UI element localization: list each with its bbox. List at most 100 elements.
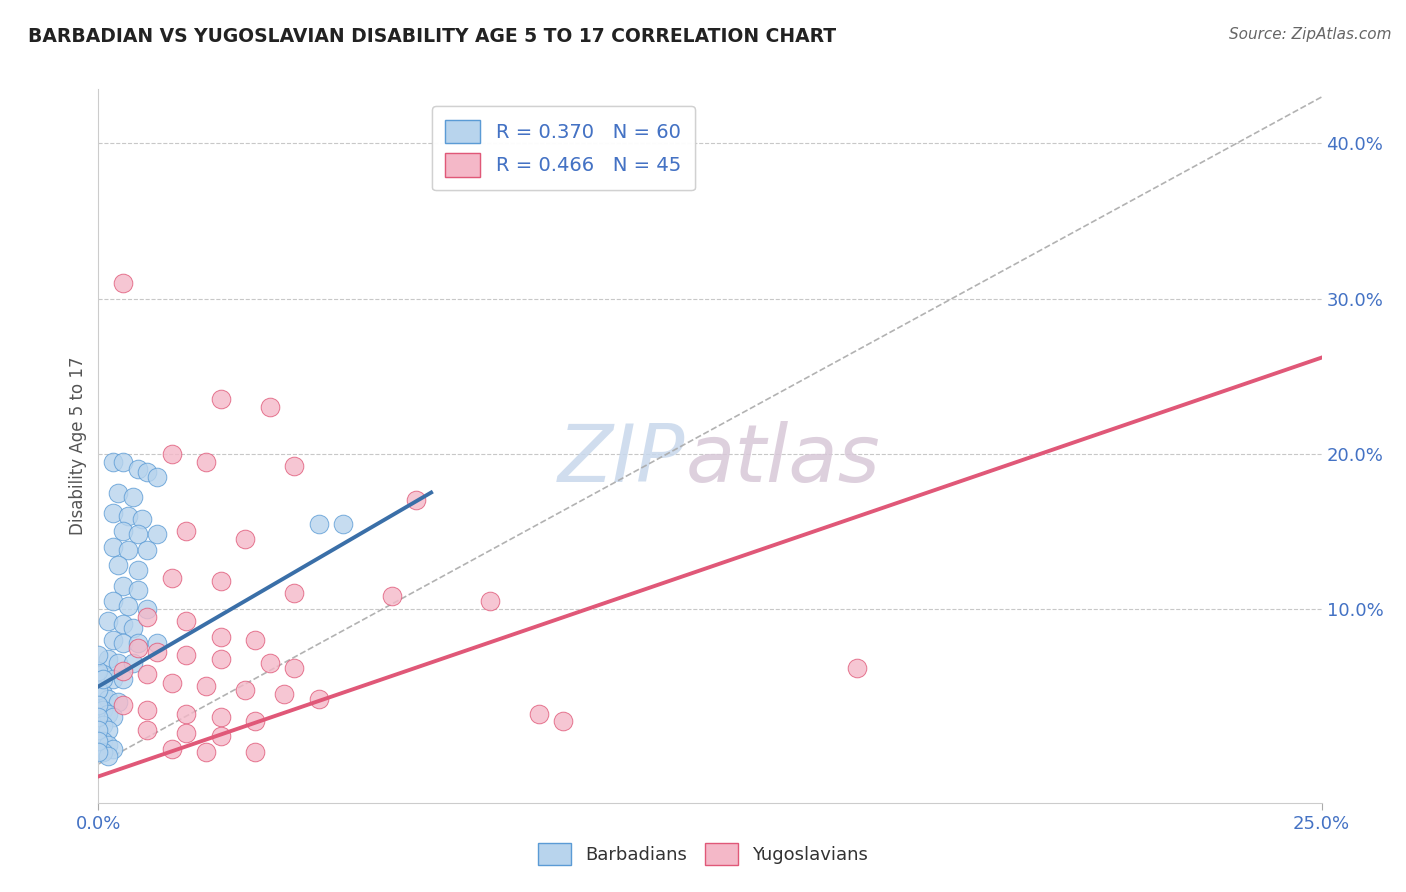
Point xyxy=(101,672,124,686)
Point xyxy=(209,574,232,588)
Point xyxy=(87,710,110,724)
Point xyxy=(87,733,110,747)
Point xyxy=(91,667,114,681)
Point xyxy=(101,594,124,608)
Point xyxy=(111,454,134,468)
Point xyxy=(87,682,110,697)
Point xyxy=(243,714,266,728)
Point xyxy=(478,594,501,608)
Point xyxy=(131,512,153,526)
Point xyxy=(176,615,198,629)
Text: BARBADIAN VS YUGOSLAVIAN DISABILITY AGE 5 TO 17 CORRELATION CHART: BARBADIAN VS YUGOSLAVIAN DISABILITY AGE … xyxy=(28,27,837,45)
Point xyxy=(845,661,868,675)
Point xyxy=(111,698,134,712)
Point xyxy=(146,645,169,659)
Point xyxy=(97,651,120,665)
Point xyxy=(117,543,139,558)
Point xyxy=(136,543,159,558)
Point xyxy=(91,718,114,732)
Point xyxy=(195,680,218,694)
Point xyxy=(209,710,232,724)
Point xyxy=(136,667,159,681)
Point xyxy=(160,447,183,461)
Point xyxy=(127,583,149,598)
Point xyxy=(87,664,110,678)
Legend: R = 0.370   N = 60, R = 0.466   N = 45: R = 0.370 N = 60, R = 0.466 N = 45 xyxy=(432,106,695,191)
Point xyxy=(127,527,149,541)
Point xyxy=(87,698,110,712)
Point xyxy=(233,532,256,546)
Point xyxy=(146,527,169,541)
Point xyxy=(127,563,149,577)
Point xyxy=(121,620,143,634)
Point xyxy=(111,672,134,686)
Point xyxy=(160,741,183,756)
Point xyxy=(160,571,183,585)
Point xyxy=(111,664,134,678)
Point xyxy=(146,470,169,484)
Point xyxy=(107,695,129,709)
Point xyxy=(107,558,129,573)
Point xyxy=(332,516,354,531)
Point xyxy=(160,676,183,690)
Point xyxy=(233,682,256,697)
Point xyxy=(117,599,139,613)
Text: Source: ZipAtlas.com: Source: ZipAtlas.com xyxy=(1229,27,1392,42)
Point xyxy=(176,524,198,539)
Point xyxy=(97,723,120,737)
Legend: Barbadians, Yugoslavians: Barbadians, Yugoslavians xyxy=(529,834,877,874)
Point xyxy=(176,726,198,740)
Point xyxy=(176,707,198,722)
Point xyxy=(146,636,169,650)
Point xyxy=(121,490,143,504)
Point xyxy=(127,462,149,476)
Point xyxy=(107,656,129,670)
Point xyxy=(209,630,232,644)
Point xyxy=(283,459,305,474)
Point xyxy=(243,745,266,759)
Point xyxy=(111,524,134,539)
Point xyxy=(259,401,281,415)
Point xyxy=(101,710,124,724)
Point xyxy=(136,602,159,616)
Text: ZIP: ZIP xyxy=(558,421,686,500)
Y-axis label: Disability Age 5 to 17: Disability Age 5 to 17 xyxy=(69,357,87,535)
Point xyxy=(283,586,305,600)
Point xyxy=(91,672,114,686)
Point xyxy=(136,609,159,624)
Point xyxy=(91,703,114,717)
Text: atlas: atlas xyxy=(686,421,880,500)
Point xyxy=(273,687,295,701)
Point xyxy=(97,691,120,706)
Point xyxy=(381,590,404,604)
Point xyxy=(97,739,120,753)
Point xyxy=(91,745,114,759)
Point xyxy=(553,714,575,728)
Point xyxy=(101,454,124,468)
Point xyxy=(127,636,149,650)
Point xyxy=(209,392,232,407)
Point xyxy=(111,617,134,632)
Point xyxy=(97,749,120,764)
Point xyxy=(111,579,134,593)
Point xyxy=(195,745,218,759)
Point xyxy=(259,656,281,670)
Point xyxy=(136,723,159,737)
Point xyxy=(243,632,266,647)
Point xyxy=(283,661,305,675)
Point xyxy=(136,466,159,480)
Point xyxy=(101,632,124,647)
Point xyxy=(101,741,124,756)
Point xyxy=(97,707,120,722)
Point xyxy=(101,540,124,554)
Point xyxy=(195,454,218,468)
Point xyxy=(111,636,134,650)
Point xyxy=(121,656,143,670)
Point xyxy=(117,508,139,523)
Point xyxy=(101,506,124,520)
Point xyxy=(87,648,110,663)
Point xyxy=(91,733,114,747)
Point xyxy=(405,493,427,508)
Point xyxy=(527,707,550,722)
Point xyxy=(91,687,114,701)
